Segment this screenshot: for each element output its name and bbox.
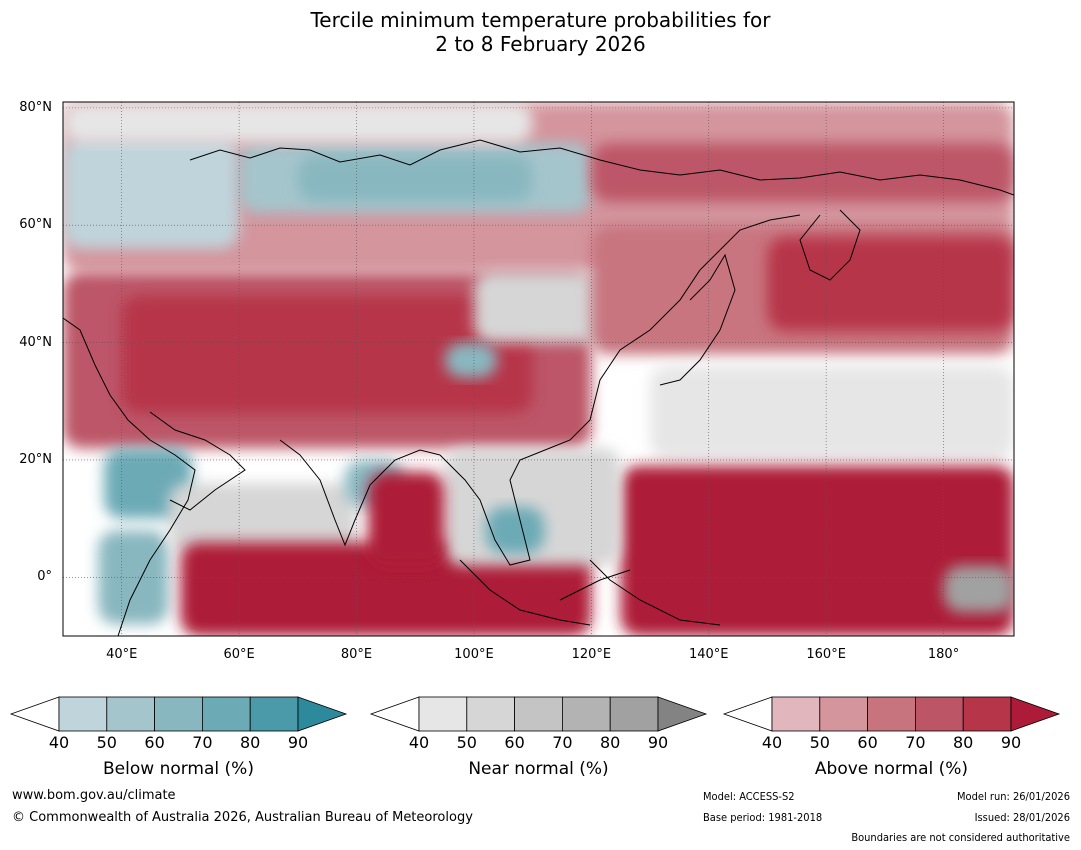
colorbar-tick-label: 70: [905, 733, 926, 752]
map-title: Tercile minimum temperature probabilitie…: [0, 8, 1081, 56]
colorbar-tick-label: 40: [48, 733, 70, 752]
colorbar-title-below: Below normal (%): [103, 759, 254, 779]
region-above-7: [121, 295, 533, 414]
region-below-1: [63, 137, 240, 249]
website-link[interactable]: www.bom.gov.au/climate: [12, 788, 176, 803]
longitude-tick-label: 80°E: [340, 647, 373, 662]
longitude-tick-label: 180°: [927, 647, 960, 662]
colorbar-tick-label: 50: [809, 733, 830, 752]
region-near-4: [63, 102, 533, 144]
colorbar-segment: [106, 696, 156, 732]
coastline-india: [279, 439, 441, 547]
colorbar-extend-low: [9, 696, 60, 732]
latitude-tick-label: 40°N: [19, 334, 52, 350]
coastlines: [63, 139, 1014, 636]
colorbar-tick-label: 70: [552, 733, 573, 752]
colorbar-above: [722, 696, 1061, 732]
region-near-13: [943, 565, 1014, 613]
longitude-tick-label: 60°E: [223, 647, 255, 662]
colorbar-title-above: Above normal (%): [814, 759, 969, 779]
colorbar-tick-label: 80: [600, 733, 621, 752]
longitude-tick-label: 140°E: [688, 647, 729, 662]
colorbar-segment: [58, 696, 108, 732]
longitude-tick-label: 160°E: [806, 647, 846, 662]
coastline-africa: [63, 317, 196, 636]
coastline-se-asia: [439, 249, 721, 566]
model-name: Model: ACCESS-S2: [703, 790, 795, 803]
coastline-indonesia: [459, 559, 721, 626]
region-below-15: [98, 530, 169, 625]
colorbar-segment: [201, 696, 251, 732]
colorbar-tick-label: 90: [647, 733, 669, 752]
coastline-okhotsk: [719, 214, 801, 251]
colorbar-below: [9, 696, 348, 732]
model-run-date: Model run: 26/01/2026: [957, 790, 1070, 803]
longitude-tick-label: 40°E: [106, 647, 138, 662]
colorbar-segment: [154, 696, 203, 732]
colorbar-extend-high: [657, 696, 708, 732]
region-above-5: [591, 143, 1014, 202]
colorbar-segment: [466, 696, 515, 732]
coastline-arabia: [149, 411, 246, 511]
colorbar-segment: [867, 696, 916, 732]
colorbar-tick-label: 60: [144, 733, 165, 752]
colorbar-tick-label: 70: [192, 733, 213, 752]
probability-map: [62, 101, 1015, 637]
colorbar-segment: [915, 696, 964, 732]
colorbar-tick-label: 90: [1000, 733, 1022, 752]
latitude-tick-label: 20°N: [19, 451, 52, 467]
boundaries-disclaimer: Boundaries are not considered authoritat…: [851, 831, 1070, 844]
region-near-11: [650, 366, 1014, 460]
colorbar-near: [369, 696, 708, 732]
colorbar-extend-low: [369, 696, 420, 732]
colorbar-tick-label: 40: [761, 733, 783, 752]
map-frame: [62, 101, 1015, 637]
colorbar-title-near: Near normal (%): [468, 759, 609, 779]
colorbar-tick-label: 80: [953, 733, 974, 752]
issued-date: Issued: 28/01/2026: [974, 811, 1070, 824]
copyright-notice: © Commonwealth of Australia 2026, Austra…: [12, 810, 473, 825]
colorbar-segment: [418, 696, 468, 732]
colorbar-tick-label: 40: [408, 733, 430, 752]
colorbar-segment: [771, 696, 821, 732]
colorbar-segment: [609, 696, 659, 732]
region-below-3: [297, 154, 533, 202]
colorbar-segment: [249, 696, 299, 732]
colorbar-extend-low: [722, 696, 773, 732]
latitude-tick-label: 80°N: [19, 99, 52, 115]
colorbar-segment: [819, 696, 868, 732]
region-below-20: [485, 506, 545, 554]
colorbar-segment: [514, 696, 563, 732]
colorbar-tick-label: 60: [504, 733, 525, 752]
region-below-22: [444, 342, 498, 378]
colorbar-tick-label: 60: [857, 733, 878, 752]
title-line-1: Tercile minimum temperature probabilitie…: [310, 8, 771, 32]
probability-regions: [63, 102, 1014, 636]
colorbar-tick-label: 90: [287, 733, 309, 752]
colorbar-extend-high: [297, 696, 348, 732]
coastline-japan: [659, 253, 736, 386]
longitude-tick-label: 100°E: [454, 647, 494, 662]
title-line-2: 2 to 8 February 2026: [435, 32, 646, 56]
colorbar-segment: [562, 696, 611, 732]
region-near-16: [168, 483, 357, 554]
base-period: Base period: 1981-2018: [703, 811, 823, 824]
colorbar-extend-high: [1010, 696, 1061, 732]
coastline-kamchatka: [799, 209, 861, 281]
latitude-tick-label: 60°N: [19, 217, 52, 233]
coastline-arctic: [189, 139, 1014, 196]
region-above-12: [620, 465, 1014, 636]
latitude-tick-label: 0°: [37, 569, 52, 585]
region-above-10: [767, 236, 1014, 331]
region-above-21: [368, 471, 445, 566]
longitude-tick-label: 120°E: [571, 647, 612, 662]
colorbar-tick-label: 80: [240, 733, 261, 752]
colorbar-tick-label: 50: [456, 733, 477, 752]
colorbar-segment: [962, 696, 1012, 732]
colorbar-tick-label: 50: [96, 733, 117, 752]
